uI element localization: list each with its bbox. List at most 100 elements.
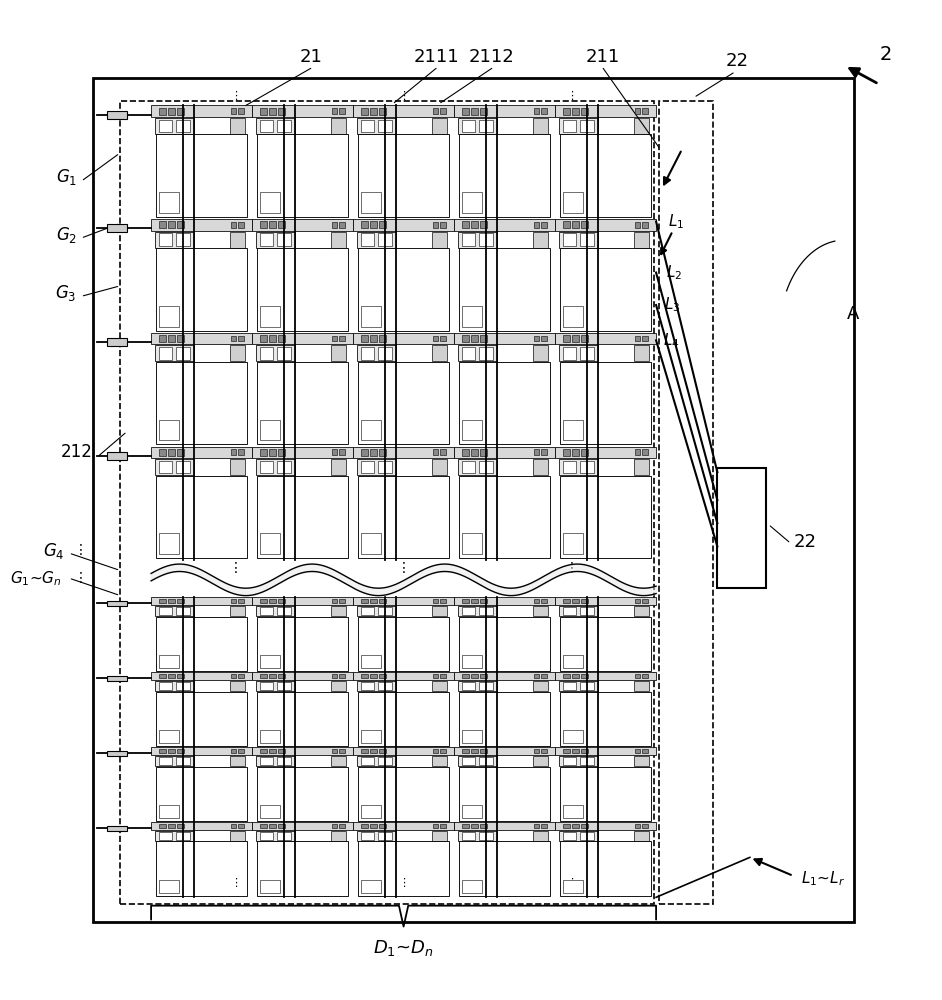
Bar [534,599,540,603]
Text: $D_1$~$D_n$: $D_1$~$D_n$ [373,938,434,958]
Bar [634,681,649,691]
Bar [169,824,175,828]
Bar [332,108,337,114]
Bar [151,747,252,755]
Bar [339,824,345,828]
Bar [238,449,244,455]
Bar [231,599,236,603]
Bar [658,101,713,904]
Bar [642,599,647,603]
Text: 2112: 2112 [469,48,514,66]
Bar [231,108,236,114]
Bar [361,682,374,690]
Bar [361,832,374,840]
Bar [230,831,245,841]
Bar [353,747,454,755]
Bar [230,459,245,475]
Bar [260,824,268,828]
Bar [634,232,649,248]
Bar [560,756,597,766]
Bar [278,221,285,228]
Text: ⋮: ⋮ [565,561,578,575]
Bar [541,108,546,114]
Bar [463,192,482,213]
Bar [533,459,548,475]
Bar [151,219,252,231]
Bar [252,747,353,755]
Bar [169,221,175,228]
Bar [462,682,476,690]
Bar [260,306,281,327]
Bar [459,362,550,444]
Bar [230,606,245,616]
Bar [159,730,179,743]
Text: 21: 21 [300,48,322,66]
Text: $G_3$: $G_3$ [56,283,77,303]
Bar [380,335,386,342]
Bar [370,449,378,456]
Bar [159,682,172,690]
Bar [572,599,579,603]
Bar [635,674,641,678]
Bar [106,224,127,232]
Bar [555,597,656,605]
Bar [177,108,185,115]
Bar [278,449,285,456]
Bar [238,336,244,341]
Bar [155,831,193,841]
Bar [431,459,447,475]
Text: $G_4$: $G_4$ [43,541,65,561]
Bar [471,674,479,678]
Text: 212: 212 [60,443,92,461]
Bar [331,118,346,134]
Bar [361,824,368,828]
Bar [155,606,193,616]
Bar [380,449,386,456]
Bar [231,222,236,228]
Bar [370,749,378,753]
Bar [269,221,276,228]
Bar [563,880,583,893]
Bar [155,756,193,766]
Bar [563,335,570,342]
Bar [361,757,374,765]
Bar [177,221,185,228]
Bar [159,674,166,678]
Bar [151,597,252,605]
Bar [358,767,449,821]
Bar [156,248,247,331]
Bar [176,832,189,840]
Bar [156,767,247,821]
Bar [534,108,540,114]
Bar [238,824,244,828]
Bar [155,118,193,134]
Bar [563,221,570,228]
Bar [257,248,348,331]
Bar [454,105,555,117]
Bar [560,841,651,896]
Bar [458,345,496,361]
Bar [177,599,185,603]
Bar [555,672,656,680]
Bar [257,362,348,444]
Bar [230,756,245,766]
Bar [361,880,382,893]
Bar [256,118,295,134]
Bar [358,248,449,331]
Bar [332,824,337,828]
Bar [480,335,487,342]
Bar [459,692,550,746]
Bar [159,192,179,213]
Bar [479,461,493,473]
Bar [269,674,276,678]
Bar [555,822,656,830]
Bar [357,459,396,475]
Bar [257,767,348,821]
Bar [380,674,386,678]
Text: ⋮: ⋮ [398,91,409,101]
Bar [155,459,193,475]
Bar [106,751,127,756]
Bar [231,449,236,455]
Bar [581,449,589,456]
Bar [257,134,348,217]
